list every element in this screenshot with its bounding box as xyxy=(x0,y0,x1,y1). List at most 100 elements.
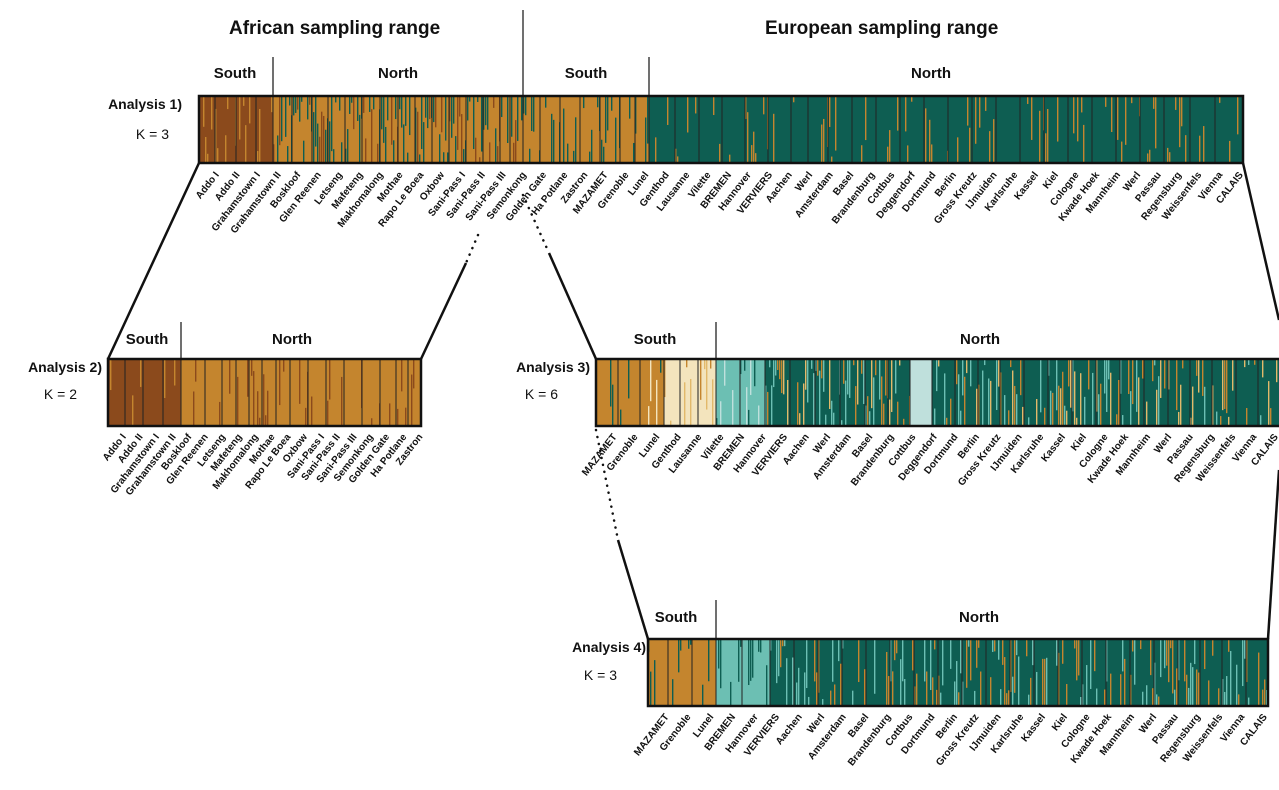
a4-left-connector-dots xyxy=(594,428,620,542)
a1-individual-bar xyxy=(523,96,525,114)
a4-individual-bar xyxy=(1262,689,1264,706)
a3-individual-bar xyxy=(1088,359,1090,390)
a1-individual-bar xyxy=(1155,96,1157,149)
a4-individual-bar xyxy=(890,639,892,682)
a3-block xyxy=(932,359,1279,426)
a4-individual-bar xyxy=(1042,658,1044,706)
a3-individual-bar xyxy=(1132,359,1134,405)
a4-individual-bar xyxy=(1198,672,1200,706)
a1-individual-bar xyxy=(321,111,323,163)
a4-individual-bar xyxy=(896,639,898,654)
a4-individual-bar xyxy=(980,671,982,706)
a1-title: Analysis 1) xyxy=(108,96,182,112)
a4-individuals xyxy=(770,639,1268,706)
a4-individual-bar xyxy=(1026,639,1028,657)
a2-individual-bar xyxy=(229,359,231,394)
a4-individual-bar xyxy=(1244,639,1246,659)
a1-individual-bar xyxy=(257,151,259,163)
a1-individual-bar xyxy=(429,96,431,120)
a4-individual-bar xyxy=(760,639,762,653)
a1-individual-bar xyxy=(451,96,453,138)
a1-individual-bar xyxy=(929,119,931,163)
a3-individuals xyxy=(932,359,1279,426)
a4-individual-bar xyxy=(690,639,692,645)
a4-individual-bar xyxy=(708,639,710,682)
a3-individual-bar xyxy=(982,370,984,426)
a4-individual-bar xyxy=(1178,639,1180,681)
a3-individual-bar xyxy=(1164,359,1166,389)
a4-individual-bar xyxy=(718,639,720,669)
a2-individual-bar xyxy=(311,396,313,426)
a4-individuals xyxy=(716,639,770,706)
a4-individual-bar xyxy=(934,639,936,650)
a3-individual-bar xyxy=(1044,407,1046,426)
a1-individual-bar xyxy=(297,96,299,110)
a4-individual-bar xyxy=(650,671,652,706)
a1-individual-bar xyxy=(1045,133,1047,163)
a4-individual-bar xyxy=(1134,639,1136,685)
a3-individual-bar xyxy=(946,417,948,426)
a3-individual-bar xyxy=(1056,359,1058,411)
a4-individual-bar xyxy=(720,639,722,689)
a4-individual-bar xyxy=(784,639,786,647)
a1-individual-bar xyxy=(217,148,219,163)
a4-individual-bar xyxy=(1184,639,1186,682)
a1-individual-bar xyxy=(1149,149,1151,163)
a1-plot-frame xyxy=(197,94,1245,165)
a1-individual-bar xyxy=(419,154,421,163)
a1-individual-bar xyxy=(479,157,481,163)
a4-individual-bar xyxy=(960,639,962,674)
a1-region-north-europe: North xyxy=(911,65,951,82)
a3-individual-bar xyxy=(1182,359,1184,369)
african-range-header: African sampling range xyxy=(229,18,441,39)
a1-individual-bar xyxy=(439,134,441,163)
a1-individual-bar xyxy=(719,143,721,163)
a4-individual-bar xyxy=(1058,652,1060,706)
a4-individual-bar xyxy=(864,669,866,706)
a3-individual-bar xyxy=(1212,385,1214,426)
a1-individuals xyxy=(649,96,1243,163)
a1-individual-bar xyxy=(473,96,475,150)
a4-individual-bar xyxy=(1156,694,1158,706)
a3-individual-bar xyxy=(970,359,972,387)
a3-individual-bar xyxy=(1072,359,1074,412)
a1-individual-bar xyxy=(687,96,689,133)
a1-individual-bar xyxy=(317,123,319,163)
a3-individual-bar xyxy=(797,382,799,426)
a3-individual-bar xyxy=(843,359,845,384)
a4-individuals xyxy=(648,639,716,706)
a3-individual-bar xyxy=(1000,372,1002,426)
a4-individual-bar xyxy=(796,682,798,706)
a1-individual-bar xyxy=(443,152,445,163)
a1-individual-bar xyxy=(1073,96,1075,134)
a1-individual-bar xyxy=(667,96,669,125)
a1-individual-bar xyxy=(435,96,437,128)
a1-individual-bar xyxy=(387,96,389,121)
a4-individual-bar xyxy=(842,639,844,649)
a1-individual-bar xyxy=(645,117,647,163)
a1-individual-bar xyxy=(605,96,607,143)
a4-individual-bar xyxy=(1044,658,1046,706)
a4-individual-bar xyxy=(1194,639,1196,665)
a4-individual-bar xyxy=(858,639,860,683)
a1-individual-bar xyxy=(675,148,677,163)
a1-block xyxy=(523,96,649,163)
a3-individual-bar xyxy=(1066,410,1068,426)
a3-individual-bar xyxy=(1104,359,1106,394)
a2-individual-bar xyxy=(371,418,373,426)
a1-individual-bar xyxy=(1131,96,1133,104)
a3-individual-bar xyxy=(1262,359,1264,378)
a3-individual-bar xyxy=(803,383,805,426)
a3-individual-bar xyxy=(783,359,785,395)
a4-individual-bar xyxy=(738,639,740,682)
a4-individual-bar xyxy=(978,639,980,648)
a1-individual-bar xyxy=(363,96,365,113)
a3-individual-bar xyxy=(1058,385,1060,426)
a1-region-south-europe: South xyxy=(564,65,608,82)
a4-individual-bar xyxy=(1104,689,1106,706)
a3-individual-bar xyxy=(1020,359,1022,396)
a3-individual-bar xyxy=(716,418,718,426)
a4-individual-bar xyxy=(776,639,778,684)
a1-individual-bar xyxy=(1039,110,1041,163)
a1-individual-bar xyxy=(993,119,995,163)
